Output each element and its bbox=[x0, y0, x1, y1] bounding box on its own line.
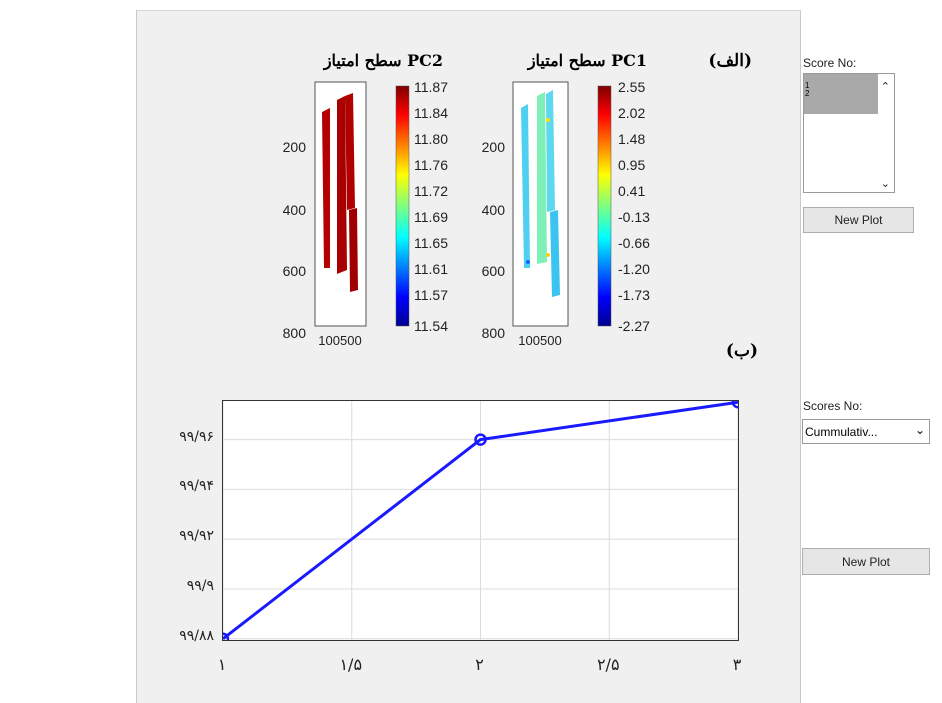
pc1-cbar-tick: 0.95 bbox=[618, 157, 645, 173]
label-be: (ب) bbox=[726, 341, 758, 361]
pc1-cbar-tick: 2.02 bbox=[618, 105, 645, 121]
pc2-y-tick: 400 bbox=[283, 202, 307, 218]
pc1-y-tick: 200 bbox=[482, 139, 506, 155]
scores-no-label: Scores No: bbox=[803, 399, 863, 413]
scroll-down-icon[interactable]: ⌄ bbox=[880, 178, 890, 190]
pc2-title: سطح امتیاز PC2 bbox=[323, 51, 443, 71]
x-tick-label: ۲ bbox=[475, 655, 484, 674]
line-plot-svg bbox=[216, 395, 745, 646]
pc1-colorbar-ticks: 2.55 2.02 1.48 0.95 0.41 -0.13 -0.66 -1.… bbox=[618, 79, 650, 334]
y-tick-label: ۹۹/۸۸ bbox=[179, 627, 214, 644]
scores-dropdown[interactable]: Cummulativ... ⌄ bbox=[802, 419, 930, 444]
pc1-colorbar bbox=[597, 85, 612, 327]
pc2-cbar-tick: 11.54 bbox=[414, 318, 448, 334]
pc1-cbar-tick: -0.66 bbox=[618, 235, 650, 251]
pc2-colorbar bbox=[395, 85, 410, 327]
pc1-cbar-tick: -1.73 bbox=[618, 287, 650, 303]
pc1-y-tick: 800 bbox=[482, 325, 506, 341]
pc1-y-tick: 400 bbox=[482, 202, 506, 218]
pc2-cbar-tick: 11.65 bbox=[414, 235, 448, 251]
pc2-cbar-tick: 11.80 bbox=[414, 131, 448, 147]
pc1-cbar-tick: 1.48 bbox=[618, 131, 645, 147]
cumulative-line-plot bbox=[216, 395, 745, 646]
y-tick-label: ۹۹/۹ bbox=[186, 577, 214, 594]
x-tick-label: ۱ bbox=[217, 655, 227, 674]
chevron-down-icon: ⌄ bbox=[914, 423, 925, 437]
pc2-cbar-tick: 11.87 bbox=[414, 79, 448, 95]
pc1-x-tick: 100500 bbox=[518, 333, 561, 348]
y-tick-label: ۹۹/۹۶ bbox=[179, 428, 214, 445]
new-plot-button-top[interactable]: New Plot bbox=[803, 207, 914, 233]
scores-dropdown-value: Cummulativ... bbox=[805, 425, 878, 439]
pc1-y-tick: 600 bbox=[482, 263, 506, 279]
pc2-colorbar-ticks: 11.87 11.84 11.80 11.76 11.72 11.69 11.6… bbox=[414, 79, 448, 334]
pc2-y-tick: 600 bbox=[283, 263, 307, 279]
pc1-cbar-tick: -1.20 bbox=[618, 261, 650, 277]
score-list-selection bbox=[804, 74, 878, 114]
pc1-cbar-tick: 0.41 bbox=[618, 183, 645, 199]
series-line bbox=[222, 400, 739, 640]
pc2-x-tick: 100500 bbox=[318, 333, 361, 348]
pc2-y-tick: 200 bbox=[283, 139, 307, 155]
pc1-cbar-tick: 2.55 bbox=[618, 79, 645, 95]
x-tick-label: ۲/۵ bbox=[596, 655, 620, 674]
pc2-y-tick: 800 bbox=[283, 325, 307, 341]
y-tick-label: ۹۹/۹۴ bbox=[179, 478, 214, 495]
score-no-label: Score No: bbox=[803, 56, 857, 70]
score-listbox[interactable]: 1 2 ⌃ ⌄ bbox=[803, 73, 895, 193]
pc1-cbar-tick: -0.13 bbox=[618, 209, 650, 225]
pc1-stripes bbox=[521, 90, 560, 297]
pc2-cbar-tick: 11.61 bbox=[414, 261, 448, 277]
pc2-cbar-tick: 11.69 bbox=[414, 209, 448, 225]
score-list-item[interactable]: 2 bbox=[805, 89, 810, 98]
pc2-stripes bbox=[322, 93, 358, 292]
data-point bbox=[474, 433, 487, 446]
pc2-y-ticks: 200 400 600 800 bbox=[283, 139, 307, 341]
pc1-y-ticks: 200 400 600 800 bbox=[482, 139, 506, 341]
pc2-cbar-tick: 11.84 bbox=[414, 105, 448, 121]
x-tick-label: ۳ bbox=[732, 655, 742, 674]
pc1-title: سطح امتیاز PC1 bbox=[527, 51, 647, 71]
x-tick-label: ۱/۵ bbox=[339, 655, 363, 674]
pc2-cbar-tick: 11.76 bbox=[414, 157, 448, 173]
scroll-up-icon[interactable]: ⌃ bbox=[880, 81, 890, 93]
y-tick-label: ۹۹/۹۲ bbox=[179, 528, 214, 545]
score-list-item[interactable]: 1 bbox=[805, 81, 810, 90]
score-surface-figure: (الف) (ب) سطح امتیاز PC2 200 400 600 800… bbox=[283, 51, 758, 361]
pc1-cbar-tick: -2.27 bbox=[618, 318, 650, 334]
new-plot-button-bottom[interactable]: New Plot bbox=[802, 548, 930, 575]
label-alef: (الف) bbox=[708, 51, 752, 71]
pc2-cbar-tick: 11.72 bbox=[414, 183, 448, 199]
pc2-cbar-tick: 11.57 bbox=[414, 287, 448, 303]
